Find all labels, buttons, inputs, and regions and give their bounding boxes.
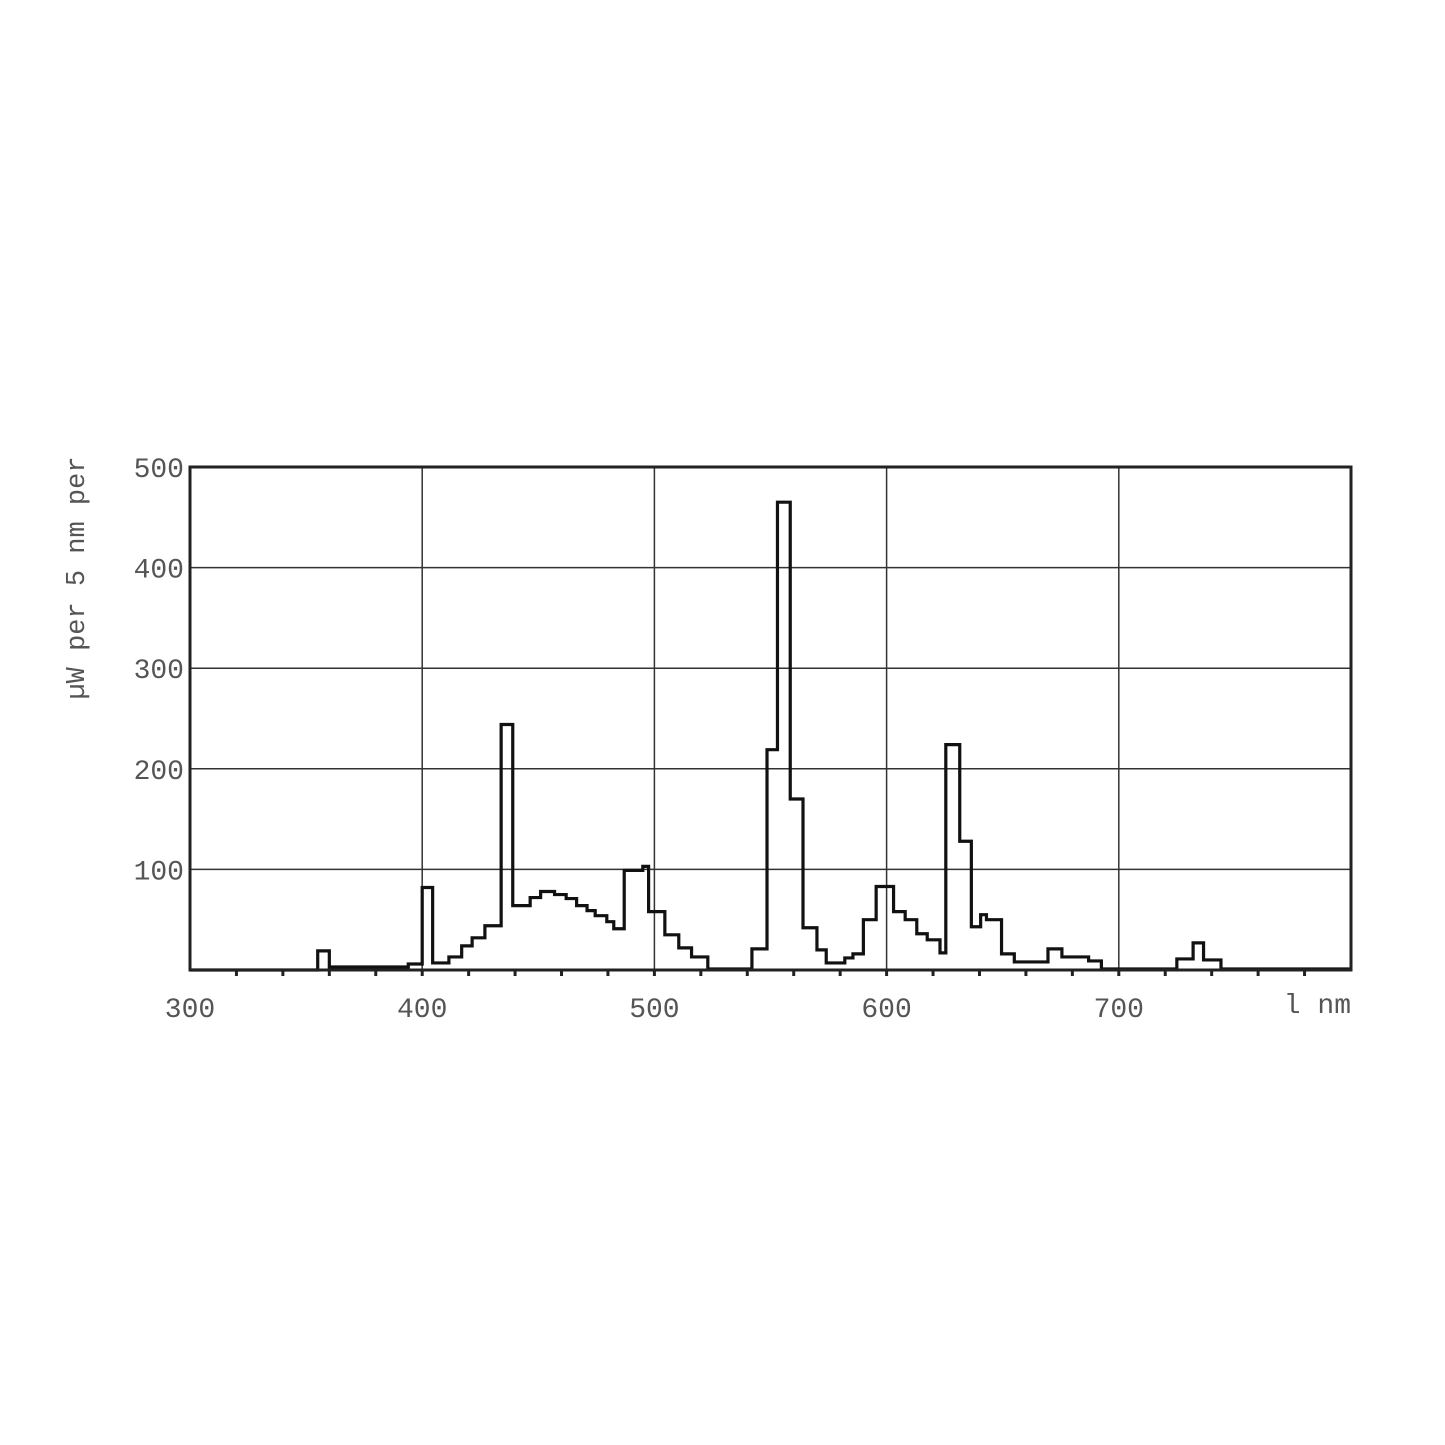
- plot-frame: [188, 465, 1353, 972]
- y-tick-label: 400: [134, 556, 184, 587]
- x-tick-label: 600: [861, 995, 911, 1026]
- x-tick-label: 700: [1094, 995, 1144, 1026]
- y-tick-label: 100: [134, 857, 184, 888]
- y-tick-label: 300: [134, 656, 184, 687]
- grid: [190, 467, 1351, 970]
- spectrum-series-line: [190, 500, 1351, 972]
- tick-labels: 300 400 500 600 700 100 200 300 400 500: [134, 455, 1144, 1026]
- y-axis-label: µW per 5 nm per: [63, 456, 93, 699]
- x-axis-label: l nm: [1284, 991, 1351, 1022]
- x-tick-label: 300: [165, 995, 215, 1026]
- y-tick-label: 200: [134, 757, 184, 788]
- y-tick-label: 500: [134, 455, 184, 486]
- x-tick-label: 500: [629, 995, 679, 1026]
- x-tick-label: 400: [397, 995, 447, 1026]
